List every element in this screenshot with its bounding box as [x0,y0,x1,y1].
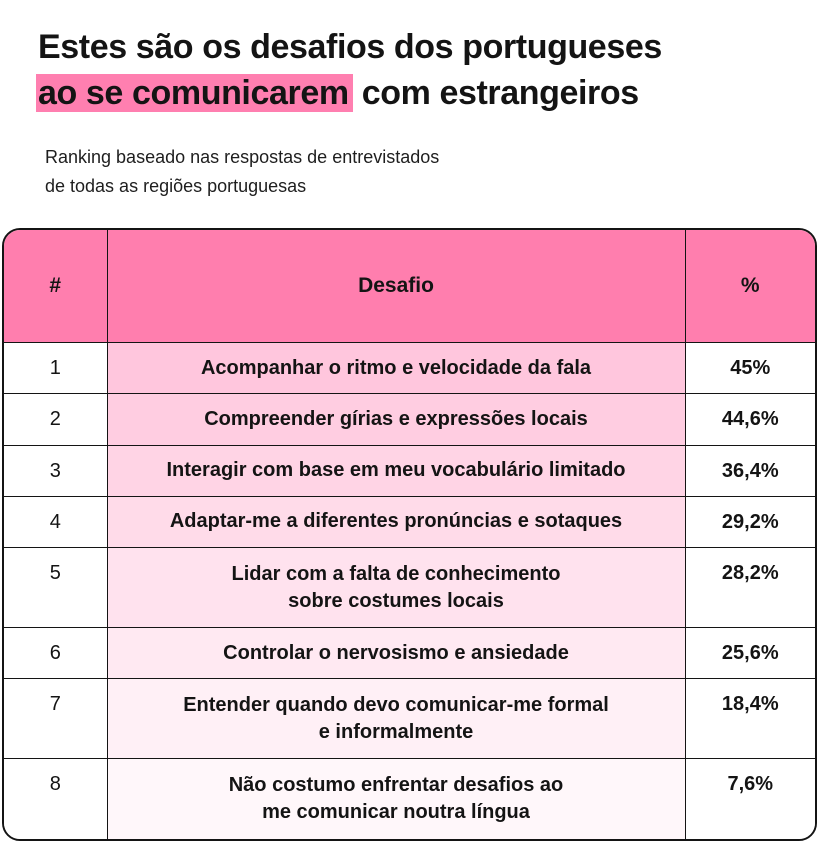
title-line-1: Estes são os desafios dos portugueses [38,28,662,66]
rank-cell: 7 [4,678,108,760]
title-highlight: ao se comunicarem [36,74,353,112]
desafio-text-line: Lidar com a falta de conhecimento [231,562,561,585]
table-row: 8 Não costumo enfrentar desafios ao me com… [4,758,815,839]
subtitle-line-2: de todas as regiões portuguesas [45,176,307,196]
desafio-cell: Lidar com a falta de conhecimento sobre c… [106,547,686,629]
desafio-cell: Controlar o nervosismo e ansiedade [106,627,686,680]
title-line-2: ao se comunicarem com estrangeiros [36,70,662,116]
table-row: 3 Interagir com base em meu vocabulário l… [4,444,815,497]
title-line-2-rest: com estrangeiros [352,74,639,112]
percent-cell: 45% [684,341,815,395]
desafio-text-line: Entender quando devo comunicar-me formal [183,693,609,716]
table-row: 6 Controlar o nervosismo e ansiedade 25,6% [4,627,815,680]
subtitle: Ranking baseado nas respostas de entrevi… [45,143,439,201]
percent-cell: 36,4% [684,444,815,497]
column-header-rank: # [4,230,108,343]
percent-cell: 25,6% [684,627,815,680]
percent-cell: 18,4% [684,678,815,760]
desafio-cell: Interagir com base em meu vocabulário li… [106,444,686,497]
percent-cell: 44,6% [684,393,815,446]
desafio-text-line: Adaptar-me a diferentes pronúncias e sot… [169,510,623,533]
column-header-percent: % [684,230,815,343]
column-header-desafio: Desafio [106,230,686,343]
desafio-text-line: Não costumo enfrentar desafios ao [228,774,564,797]
desafio-cell: Não costumo enfrentar desafios ao me comu… [106,758,686,839]
desafio-text-line: e informalmente [318,720,474,743]
desafio-text-line: Acompanhar o ritmo e velocidade da fala [200,356,592,379]
table-row: 5 Lidar com a falta de conhecimento sobre … [4,547,815,629]
rank-cell: 5 [4,547,108,629]
chart-title: Estes são os desafios dos portugueses ao… [36,24,662,116]
percent-cell: 29,2% [684,495,815,549]
rank-cell: 8 [4,758,108,839]
table-row: 1 Acompanhar o ritmo e velocidade da fala… [4,341,815,395]
percent-cell: 7,6% [684,758,815,839]
desafio-text-line: Controlar o nervosismo e ansiedade [223,641,569,664]
desafio-cell: Adaptar-me a diferentes pronúncias e sot… [106,495,686,549]
desafio-cell: Acompanhar o ritmo e velocidade da fala [106,341,686,395]
table-row: 7 Entender quando devo comunicar-me forma… [4,678,815,760]
percent-cell: 28,2% [684,547,815,629]
desafio-cell: Compreender gírias e expressões locais [106,393,686,446]
desafio-text-line: sobre costumes locais [288,589,504,612]
table-header-row: # Desafio % [4,230,815,343]
desafio-cell: Entender quando devo comunicar-me formal… [106,678,686,760]
desafio-text-line: me comunicar noutra língua [262,801,530,824]
rank-cell: 3 [4,444,108,497]
desafio-text-line: Compreender gírias e expressões locais [204,407,588,430]
rank-cell: 6 [4,627,108,680]
table-row: 2 Compreender gírias e expressões locais 4… [4,393,815,446]
table-body: 1 Acompanhar o ritmo e velocidade da fala… [4,341,815,839]
rank-cell: 1 [4,341,108,395]
desafio-text-line: Interagir com base em meu vocabulário li… [166,459,626,482]
rank-cell: 4 [4,495,108,549]
table-row: 4 Adaptar-me a diferentes pronúncias e so… [4,495,815,549]
subtitle-line-1: Ranking baseado nas respostas de entrevi… [45,147,440,167]
ranking-table: # Desafio % 1 Acompanhar o ritmo e veloci… [2,228,817,841]
rank-cell: 2 [4,393,108,446]
